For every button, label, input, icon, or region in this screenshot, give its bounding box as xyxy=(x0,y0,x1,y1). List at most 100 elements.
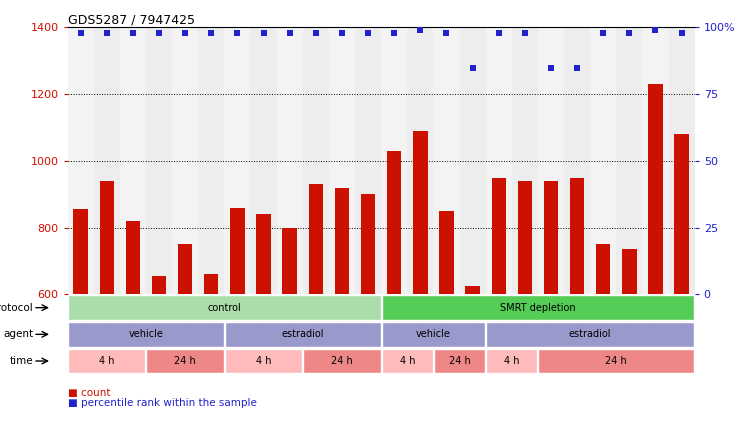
Point xyxy=(650,27,662,33)
FancyBboxPatch shape xyxy=(68,322,224,346)
Bar xyxy=(590,27,617,294)
Point xyxy=(676,30,688,36)
Bar xyxy=(538,27,564,294)
Point xyxy=(101,30,113,36)
Bar xyxy=(648,84,662,423)
Text: vehicle: vehicle xyxy=(416,330,451,339)
Point xyxy=(153,30,165,36)
Bar xyxy=(251,27,276,294)
Bar xyxy=(303,27,329,294)
Bar xyxy=(74,209,88,423)
Point xyxy=(205,30,217,36)
Text: SMRT depletion: SMRT depletion xyxy=(500,302,576,313)
Point xyxy=(440,30,452,36)
Bar xyxy=(361,194,376,423)
Point xyxy=(231,30,243,36)
Bar xyxy=(146,27,172,294)
Bar xyxy=(231,208,245,423)
FancyBboxPatch shape xyxy=(538,349,694,373)
Text: estradiol: estradiol xyxy=(569,330,611,339)
Bar xyxy=(94,27,120,294)
Bar xyxy=(120,27,146,294)
FancyBboxPatch shape xyxy=(68,295,381,320)
Point xyxy=(362,30,374,36)
Text: time: time xyxy=(10,356,33,366)
Text: estradiol: estradiol xyxy=(282,330,324,339)
Text: 4 h: 4 h xyxy=(256,356,271,366)
Bar xyxy=(564,27,590,294)
Bar xyxy=(68,27,94,294)
Bar xyxy=(511,27,538,294)
Bar xyxy=(125,221,140,423)
Point xyxy=(415,27,427,33)
Text: 24 h: 24 h xyxy=(174,356,196,366)
Bar xyxy=(100,181,114,423)
Bar xyxy=(491,178,506,423)
Bar xyxy=(387,151,401,423)
FancyBboxPatch shape xyxy=(486,322,694,346)
Point xyxy=(388,30,400,36)
Bar xyxy=(460,27,486,294)
Bar xyxy=(668,27,695,294)
Point xyxy=(310,30,322,36)
Bar xyxy=(413,131,427,423)
Point xyxy=(284,30,296,36)
Bar xyxy=(517,181,532,423)
Bar xyxy=(329,27,355,294)
Point xyxy=(545,64,557,71)
Bar xyxy=(172,27,198,294)
FancyBboxPatch shape xyxy=(225,322,381,346)
FancyBboxPatch shape xyxy=(382,349,433,373)
Bar xyxy=(335,187,349,423)
FancyBboxPatch shape xyxy=(382,322,485,346)
FancyBboxPatch shape xyxy=(68,349,146,373)
FancyBboxPatch shape xyxy=(434,349,485,373)
Point xyxy=(466,64,478,71)
Text: 4 h: 4 h xyxy=(400,356,415,366)
Bar xyxy=(382,27,407,294)
Bar xyxy=(355,27,382,294)
FancyBboxPatch shape xyxy=(303,349,381,373)
Bar xyxy=(309,184,323,423)
Bar xyxy=(486,27,511,294)
Text: agent: agent xyxy=(3,330,33,339)
Text: 24 h: 24 h xyxy=(448,356,470,366)
Text: vehicle: vehicle xyxy=(128,330,164,339)
FancyBboxPatch shape xyxy=(225,349,302,373)
Text: protocol: protocol xyxy=(0,302,33,313)
Bar xyxy=(256,214,271,423)
Point xyxy=(127,30,139,36)
Point xyxy=(571,64,583,71)
Text: control: control xyxy=(207,302,241,313)
Bar xyxy=(466,286,480,423)
Bar xyxy=(439,211,454,423)
Bar xyxy=(152,276,166,423)
Bar xyxy=(276,27,303,294)
Bar xyxy=(282,228,297,423)
Text: 24 h: 24 h xyxy=(331,356,353,366)
Bar xyxy=(178,244,192,423)
FancyBboxPatch shape xyxy=(146,349,224,373)
Point xyxy=(493,30,505,36)
Bar xyxy=(225,27,251,294)
Bar xyxy=(198,27,225,294)
Bar xyxy=(674,134,689,423)
Point xyxy=(623,30,635,36)
Bar xyxy=(544,181,558,423)
Text: ■ percentile rank within the sample: ■ percentile rank within the sample xyxy=(68,398,256,408)
Point xyxy=(597,30,609,36)
FancyBboxPatch shape xyxy=(486,349,538,373)
Bar xyxy=(570,178,584,423)
Point xyxy=(74,30,86,36)
FancyBboxPatch shape xyxy=(382,295,694,320)
Point xyxy=(519,30,531,36)
Text: 4 h: 4 h xyxy=(504,356,520,366)
Text: ■ count: ■ count xyxy=(68,387,110,398)
Text: GDS5287 / 7947425: GDS5287 / 7947425 xyxy=(68,14,195,26)
Bar xyxy=(204,274,219,423)
Bar xyxy=(642,27,668,294)
Point xyxy=(258,30,270,36)
Text: 4 h: 4 h xyxy=(99,356,115,366)
Point xyxy=(336,30,348,36)
Bar xyxy=(596,244,611,423)
